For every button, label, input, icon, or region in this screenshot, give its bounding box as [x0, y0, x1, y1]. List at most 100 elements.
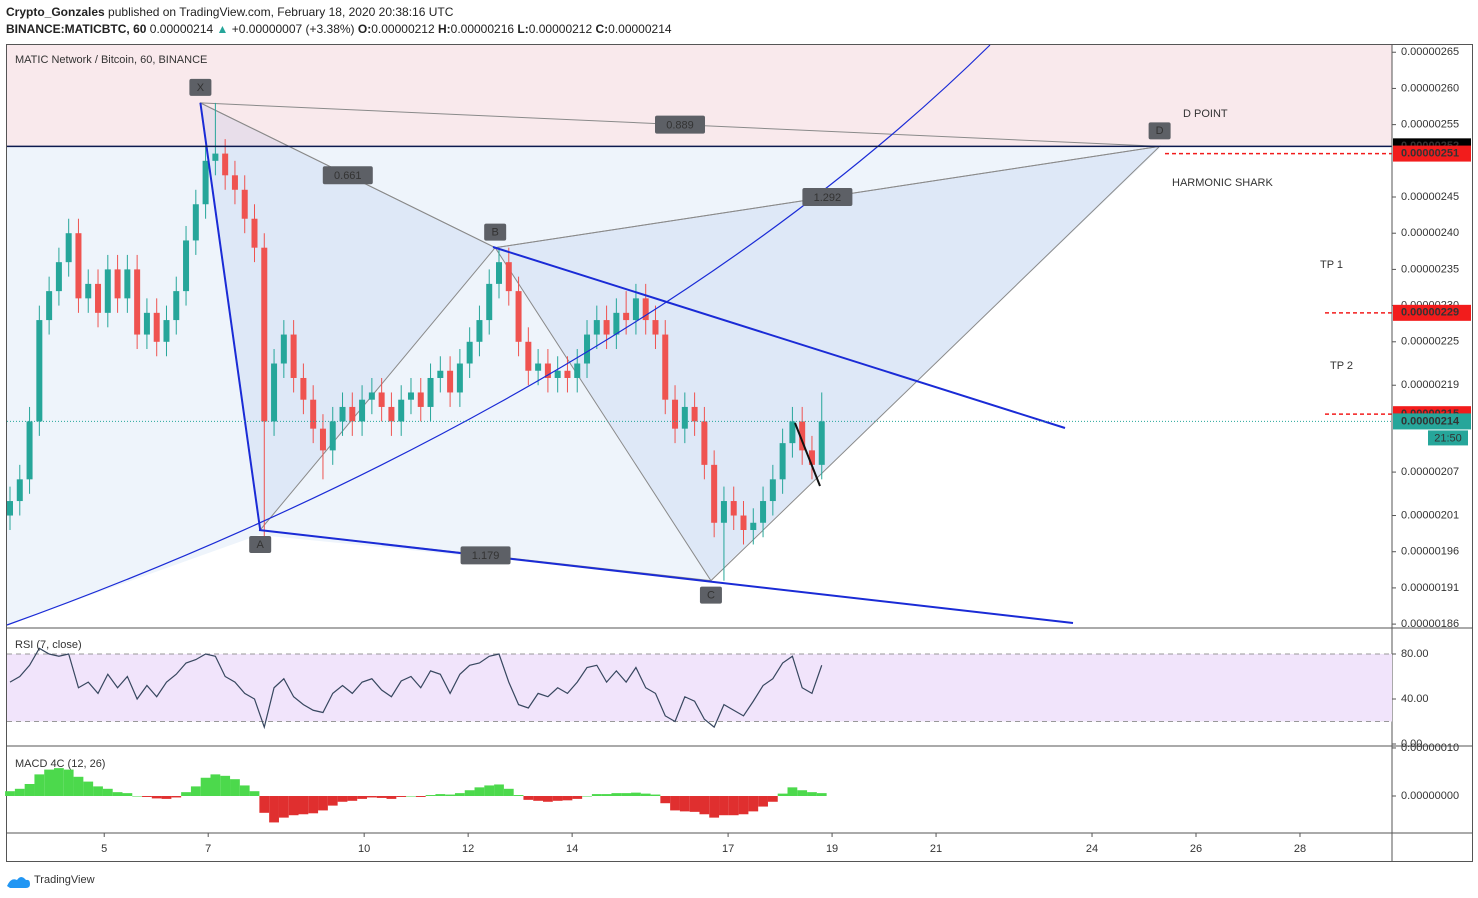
- candle-body: [319, 428, 326, 451]
- pattern-point-label: X: [197, 82, 205, 94]
- candle-body: [750, 522, 757, 530]
- candle-body: [632, 298, 639, 321]
- x-tick-label: 21: [930, 843, 942, 855]
- candle-body: [7, 501, 13, 516]
- candle-body: [329, 421, 336, 451]
- macd-bar: [523, 796, 534, 800]
- annotation: HARMONIC SHARK: [1172, 177, 1274, 189]
- macd-bar: [308, 796, 319, 814]
- ratio-label: 0.661: [334, 170, 362, 182]
- candle-body: [65, 233, 72, 263]
- published: published on TradingView.com, February 1…: [108, 5, 454, 19]
- candle-body: [36, 320, 43, 422]
- macd-bar: [454, 793, 465, 797]
- macd-bar: [44, 769, 55, 797]
- candle-body: [202, 160, 209, 205]
- y-tick-label: 0.00000255: [1401, 119, 1459, 131]
- macd-bar: [777, 793, 788, 797]
- macd-bar: [445, 794, 455, 797]
- macd-bar: [679, 796, 690, 812]
- macd-bar: [767, 796, 778, 802]
- y-tick-label: 0.00000191: [1401, 582, 1459, 594]
- candle-body: [417, 392, 424, 407]
- macd-bar: [366, 796, 377, 798]
- macd-bar: [728, 796, 739, 816]
- macd-bar: [259, 796, 270, 813]
- ohlc-value: 0.00000212: [529, 22, 593, 36]
- pattern-point-box: [249, 536, 272, 553]
- footer-logo: [7, 877, 30, 888]
- macd-bar: [337, 796, 348, 802]
- candle-body: [437, 370, 444, 378]
- candle-body: [779, 443, 786, 480]
- pattern-point-box: [699, 586, 722, 604]
- pattern-point-label: C: [707, 590, 715, 602]
- candle-body: [290, 334, 297, 378]
- candle-body: [505, 262, 512, 292]
- pattern-zone: [7, 146, 1160, 625]
- candle-body: [339, 406, 346, 422]
- macd-bar: [621, 793, 632, 797]
- rsi-tick-label: 40.00: [1401, 693, 1429, 705]
- candle-body: [407, 392, 414, 400]
- candle-body: [593, 320, 600, 335]
- macd-bar: [376, 796, 387, 798]
- ohlc-key: O:: [358, 22, 371, 36]
- candle-body: [662, 334, 669, 400]
- macd-bar: [142, 796, 152, 797]
- candle-body: [134, 269, 141, 335]
- macd-bar: [298, 796, 309, 815]
- ohlc-value: 0.00000216: [451, 22, 515, 36]
- candle-body: [349, 406, 356, 422]
- macd-bar: [699, 796, 710, 815]
- macd-bar: [709, 796, 720, 818]
- annotation: TP 2: [1330, 360, 1353, 372]
- candle-body: [769, 479, 776, 502]
- macd-bar: [269, 796, 279, 823]
- ratio-label: 1.292: [814, 192, 842, 204]
- macd-bar: [562, 796, 573, 801]
- ratio-label: 1.179: [472, 550, 500, 562]
- macd-bar: [249, 791, 260, 797]
- macd-bar: [54, 768, 64, 797]
- macd-bar: [200, 777, 211, 797]
- y-tick-label: 0.00000196: [1401, 546, 1459, 558]
- price-label: 0.00000229: [1401, 307, 1459, 319]
- annotation: TP 1: [1320, 259, 1343, 271]
- trend-line: [258, 529, 1074, 624]
- macd-bar: [406, 796, 416, 797]
- macd-bar: [132, 796, 143, 797]
- candle-body: [818, 421, 825, 465]
- candle-body: [584, 334, 591, 364]
- candle-body: [85, 283, 92, 299]
- candle-body: [212, 153, 219, 161]
- candle-body: [104, 269, 111, 313]
- candle-body: [720, 501, 727, 523]
- candle-body: [75, 233, 82, 299]
- macd-bar: [582, 796, 592, 797]
- macd-bar: [327, 796, 338, 806]
- countdown: 21:50: [1434, 432, 1462, 444]
- candle-body: [271, 363, 278, 422]
- author: Crypto_Gonzales: [6, 5, 105, 19]
- candle-body: [241, 189, 248, 219]
- rsi-tick-label: 80.00: [1401, 648, 1429, 660]
- candle-body: [192, 204, 199, 241]
- price-label-box: [1393, 413, 1471, 430]
- macd-bar: [601, 794, 612, 797]
- macd-bar: [552, 796, 563, 801]
- macd-bar: [102, 788, 113, 797]
- wedge-line: [794, 422, 821, 487]
- x-tick-label: 7: [205, 843, 211, 855]
- macd-bar: [513, 795, 524, 797]
- macd-bar: [357, 796, 367, 799]
- x-tick-label: 10: [358, 843, 370, 855]
- candle-body: [456, 363, 463, 393]
- macd-bar: [386, 796, 397, 799]
- candle-body: [310, 399, 317, 429]
- x-tick-label: 17: [722, 843, 734, 855]
- macd-bar: [543, 796, 553, 802]
- pattern-point-box: [189, 78, 212, 96]
